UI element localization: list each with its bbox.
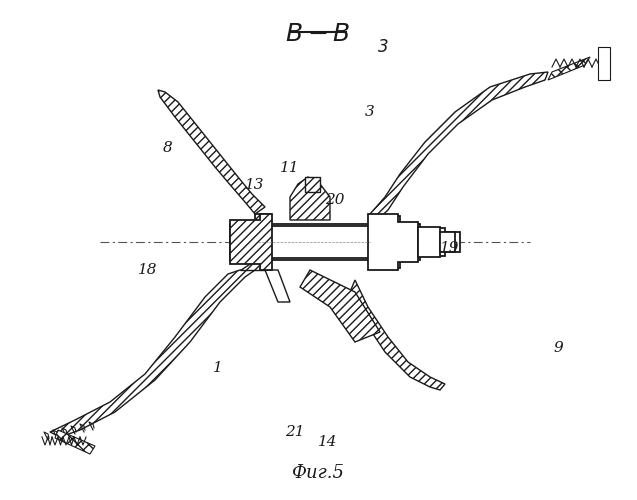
Polygon shape	[418, 227, 440, 257]
Polygon shape	[230, 224, 240, 260]
Text: 18: 18	[138, 263, 158, 277]
Polygon shape	[598, 47, 610, 80]
Text: 1: 1	[213, 361, 223, 375]
Polygon shape	[50, 270, 255, 437]
Polygon shape	[265, 270, 290, 302]
Text: 3: 3	[365, 105, 375, 119]
Polygon shape	[445, 232, 460, 252]
Polygon shape	[368, 214, 418, 270]
Polygon shape	[420, 228, 445, 256]
Text: 21: 21	[285, 425, 304, 439]
Polygon shape	[230, 214, 270, 270]
Polygon shape	[440, 232, 455, 252]
Polygon shape	[55, 430, 95, 454]
Text: 14: 14	[318, 435, 338, 449]
Polygon shape	[240, 260, 270, 270]
Polygon shape	[290, 177, 330, 220]
Text: 13: 13	[245, 178, 265, 192]
Polygon shape	[350, 280, 445, 390]
Text: $\it{B-B}$: $\it{B-B}$	[285, 22, 351, 46]
Text: 8: 8	[163, 141, 173, 155]
Text: 9: 9	[553, 341, 563, 355]
Polygon shape	[258, 226, 370, 258]
Polygon shape	[305, 177, 320, 192]
Polygon shape	[230, 214, 272, 270]
Text: 20: 20	[326, 193, 345, 207]
Polygon shape	[370, 72, 548, 222]
Polygon shape	[255, 224, 370, 260]
Text: 3: 3	[378, 38, 389, 56]
Text: 11: 11	[280, 161, 300, 175]
Polygon shape	[300, 270, 380, 342]
Text: Фиг.5: Фиг.5	[292, 464, 345, 482]
Text: 19: 19	[440, 241, 460, 255]
Polygon shape	[158, 90, 265, 214]
Polygon shape	[548, 57, 590, 80]
Polygon shape	[370, 216, 420, 268]
